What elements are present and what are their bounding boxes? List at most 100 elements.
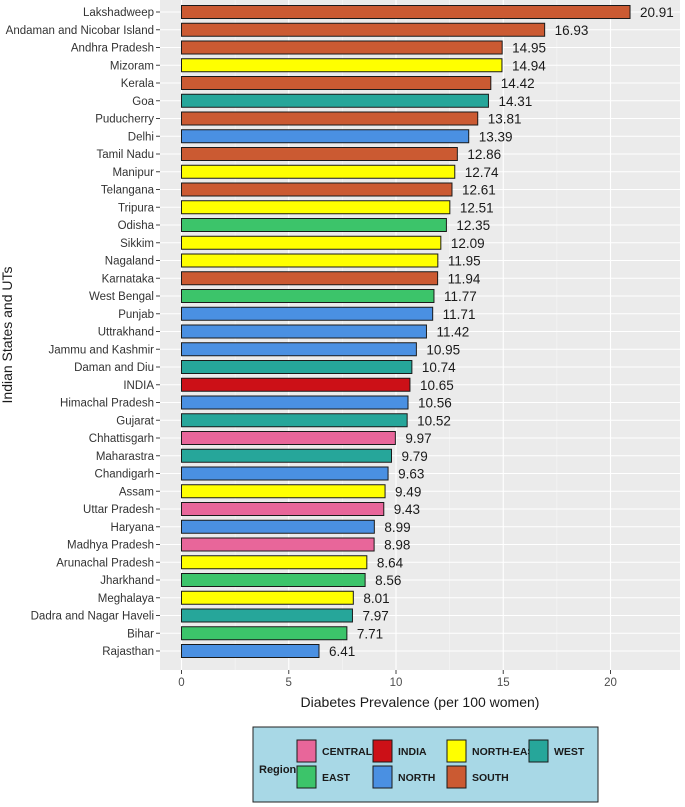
category-label: Mizoram	[110, 60, 154, 72]
value-label: 8.56	[375, 573, 401, 588]
value-label: 9.43	[394, 502, 420, 517]
category-label: Puducherry	[95, 114, 154, 126]
value-label: 9.79	[401, 449, 427, 464]
category-label: Uttrakhand	[98, 327, 154, 339]
category-label: Maharastra	[96, 451, 155, 463]
category-label: Nagaland	[105, 256, 154, 268]
value-label: 14.42	[501, 76, 535, 91]
legend-swatch-west	[528, 739, 549, 763]
bar-dadra-and-nagar-haveli	[181, 608, 353, 623]
value-label: 12.61	[462, 183, 496, 198]
bar-delhi	[181, 129, 470, 144]
bar-bihar	[181, 626, 348, 641]
category-label: Andhra Pradesh	[71, 43, 154, 55]
bar-odisha	[181, 218, 447, 232]
bar-telangana	[181, 182, 453, 197]
category-label: Gujarat	[116, 415, 155, 427]
category-label: Uttar Pradesh	[83, 504, 154, 516]
category-label: Andaman and Nicobar Island	[6, 25, 154, 37]
category-label: Meghalaya	[98, 593, 155, 605]
bar-uttar-pradesh	[181, 502, 385, 516]
bar-chandigarh	[181, 466, 389, 481]
bar-west-bengal	[181, 289, 435, 303]
value-label: 7.71	[357, 626, 383, 641]
category-label: Telangana	[101, 185, 155, 197]
bar-daman-and-diu	[181, 360, 413, 374]
category-label: Delhi	[128, 131, 154, 143]
value-label: 11.94	[448, 271, 481, 286]
category-label: Sikkim	[120, 238, 154, 250]
category-label: Tripura	[118, 202, 155, 214]
bar-himachal-pradesh	[181, 395, 409, 410]
bar-manipur	[181, 164, 456, 179]
bar-maharastra	[181, 448, 392, 463]
value-label: 16.93	[555, 23, 589, 38]
legend-swatch-north-east	[446, 739, 467, 763]
legend-label-north: NORTH	[398, 772, 435, 784]
bar-andaman-and-nicobar-island	[181, 22, 546, 37]
legend-label-central: CENTRAL	[322, 746, 373, 758]
x-axis-ticks: 0 5 10 15 20	[178, 670, 617, 689]
value-labels: 20.91 16.93 14.95 14.94 14.42 14.31 13.81 13.39…	[329, 5, 674, 659]
bar-uttrakhand	[181, 324, 427, 339]
bar-puducherry	[181, 111, 479, 126]
value-label: 9.49	[395, 484, 421, 499]
value-label: 14.31	[498, 94, 532, 109]
category-label: Jharkhand	[100, 575, 154, 587]
category-label: Himachal Pradesh	[60, 398, 154, 410]
bar-jharkhand	[181, 573, 366, 587]
bar-meghalaya	[181, 590, 354, 605]
value-label: 14.95	[512, 41, 546, 56]
category-label: Chhattisgarh	[89, 433, 154, 445]
bar-lakshadweep	[181, 5, 631, 19]
category-label: Lakshadweep	[83, 7, 154, 19]
category-label: Jammu and Kashmir	[49, 344, 155, 356]
bar-gujarat	[181, 413, 408, 428]
category-labels: Lakshadweep Andaman and Nicobar Island And…	[6, 7, 160, 658]
bar-kerala	[181, 76, 492, 90]
category-label: Tamil Nadu	[96, 149, 154, 161]
bar-chhattisgarh	[181, 431, 396, 445]
x-axis-title: Diabetes Prevalence (per 100 women)	[301, 694, 540, 710]
bar-tamil-nadu	[181, 147, 458, 161]
legend-swatch-north	[372, 765, 393, 789]
value-label: 10.95	[426, 342, 460, 357]
category-label: Arunachal Pradesh	[56, 557, 154, 569]
value-label: 12.74	[465, 165, 499, 180]
category-label: Dadra and Nagar Haveli	[31, 611, 154, 623]
category-label: West Bengal	[89, 291, 154, 303]
value-label: 13.39	[479, 129, 513, 144]
bar-jammu-and-kashmir	[181, 342, 417, 357]
category-label: Daman and Diu	[74, 362, 154, 374]
bars	[181, 5, 631, 658]
value-label: 12.09	[451, 236, 485, 251]
category-label: Goa	[132, 96, 154, 108]
bar-assam	[181, 484, 386, 499]
category-label: Karnataka	[102, 273, 155, 285]
legend-swatch-east	[296, 765, 317, 789]
legend-swatch-central	[296, 739, 317, 763]
x-tick-label: 10	[390, 677, 403, 689]
x-tick-label: 20	[604, 677, 617, 689]
value-label: 12.86	[467, 147, 501, 162]
bar-andhra-pradesh	[181, 40, 503, 55]
value-label: 10.74	[422, 360, 456, 375]
bar-goa	[181, 93, 489, 108]
value-label: 6.41	[329, 644, 355, 659]
value-label: 20.91	[640, 5, 674, 20]
value-label: 8.01	[363, 591, 389, 606]
bar-nagaland	[181, 253, 439, 268]
value-label: 9.63	[398, 467, 424, 482]
value-label: 11.71	[443, 307, 476, 322]
bar-karnataka	[181, 271, 439, 286]
category-label: Madhya Pradesh	[67, 540, 154, 552]
category-label: Manipur	[112, 167, 154, 179]
category-label: Rajasthan	[102, 646, 154, 658]
value-label: 11.95	[448, 254, 481, 269]
value-label: 9.97	[405, 431, 431, 446]
x-tick-label: 15	[497, 677, 510, 689]
value-label: 12.51	[460, 200, 494, 215]
bar-punjab	[181, 306, 434, 321]
legend-box	[252, 726, 599, 803]
